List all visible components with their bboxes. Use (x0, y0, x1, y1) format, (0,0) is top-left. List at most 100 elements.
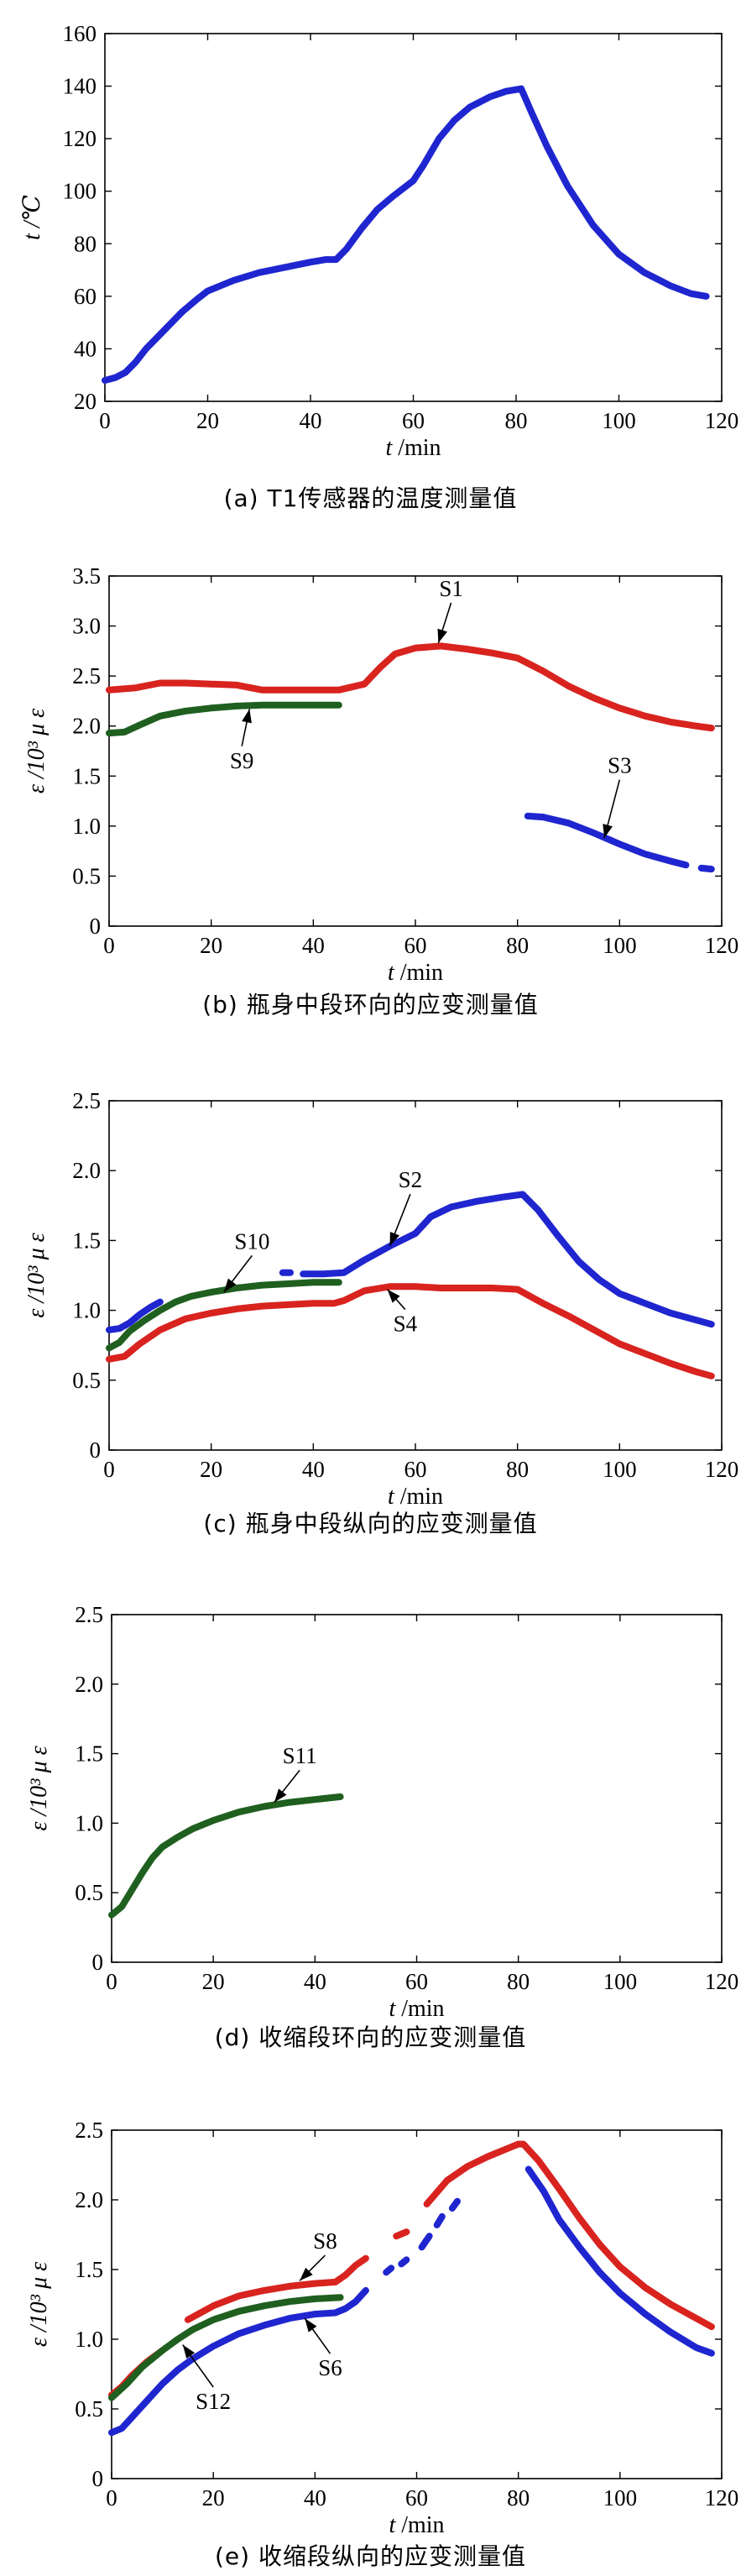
chart-panel-c: 0 20 40 60 80 100 120 0 0.5 1.0 1.5 2.0 2.5 t /min ε /… (0, 1037, 741, 1553)
y-tick-label: 1.5 (75, 1741, 103, 1767)
x-axis-unit: /min (401, 1996, 444, 2022)
y-tick-label: 2.5 (72, 663, 101, 689)
x-tick-label: 120 (705, 933, 739, 958)
x-tick-label: 60 (404, 933, 427, 958)
x-tick-label: 100 (603, 1969, 638, 1994)
x-tick-label: 40 (300, 408, 322, 433)
x-tick-label: 40 (304, 1969, 326, 1994)
y-tick-label: 120 (63, 126, 97, 151)
x-tick-label: 60 (404, 1457, 427, 1482)
annotation-arrowhead (603, 824, 613, 839)
y-tick-label: 3.0 (72, 614, 101, 639)
y-tick-label: 100 (63, 179, 97, 204)
chart-panel-d: 0 20 40 60 80 100 120 0 0.5 1.0 1.5 2.0 2.5 t /min ε /… (0, 1553, 741, 2070)
x-tick-label: 0 (99, 408, 111, 433)
y-tick-label: 1.5 (72, 763, 101, 788)
y-tick-label: 0 (92, 1950, 104, 1975)
series-red-segment (423, 2140, 715, 2331)
annotation-label: S11 (283, 1743, 317, 1768)
y-tick-label: 1.5 (72, 1228, 101, 1253)
series-s6 (108, 2286, 369, 2437)
x-tick-label: 120 (705, 1969, 739, 1994)
x-tick-label: 20 (200, 1457, 222, 1482)
annotation-arrowhead (305, 2318, 317, 2333)
x-axis-variable: t (385, 435, 398, 461)
y-tick-label: 2.0 (72, 714, 101, 739)
annotation-arrowhead (223, 1278, 237, 1292)
annotation-label: S1 (439, 576, 463, 601)
x-axis-label: t /min (388, 1484, 443, 1510)
y-tick-label: 1.0 (75, 1810, 103, 1835)
x-tick-label: 40 (302, 1457, 325, 1482)
y-tick-label: 2.5 (72, 1088, 101, 1113)
y-axis-label: ε /10³ μ ε (26, 2262, 52, 2347)
x-axis-label: t /min (389, 2512, 444, 2538)
annotation-arrowhead (242, 709, 252, 724)
series-s11 (108, 1793, 344, 1919)
y-axis-label: t /℃ (19, 195, 45, 240)
x-tick-label: 40 (304, 2485, 326, 2511)
annotation-arrowhead (182, 2344, 196, 2359)
x-tick-label: 0 (106, 2485, 117, 2511)
series-s12 (108, 2294, 344, 2401)
y-tick-label: 2.5 (75, 2118, 103, 2143)
chart-panel-a: 0 20 40 60 80 100 120 20 40 60 80 100 120 140 160 t /mi… (0, 0, 741, 521)
y-tick-label: 3.5 (72, 563, 101, 589)
chart-caption: (e) 收缩段纵向的应变测量值 (215, 2542, 526, 2570)
x-tick-label: 80 (507, 1969, 530, 1994)
x-axis-label: t /min (385, 435, 441, 461)
x-tick-label: 0 (103, 1457, 115, 1482)
annotation-label: S2 (399, 1167, 423, 1192)
annotation-label: S8 (313, 2228, 337, 2254)
x-tick-label: 120 (705, 2485, 739, 2511)
chart-panel-e: 0 20 40 60 80 100 120 0 0.5 1.0 1.5 2.0 2.5 t /min ε /… (0, 2070, 741, 2576)
series-blue-segment (383, 2264, 395, 2276)
series-blue-segment (102, 85, 710, 384)
x-tick-label: 120 (705, 1457, 739, 1482)
y-tick-label: 2.0 (72, 1158, 101, 1183)
y-tick-label: 0.5 (72, 1368, 101, 1393)
series-blue-segment (524, 2165, 715, 2357)
y-tick-label: 60 (74, 284, 97, 309)
y-tick-label: 2.0 (75, 2187, 103, 2212)
y-axis-label: ε /10³ μ ε (26, 1746, 52, 1830)
series-s4 (106, 1283, 715, 1380)
series-blue-segment (697, 864, 715, 873)
y-tick-label: 0.5 (75, 1880, 103, 1905)
chart-e: 0 20 40 60 80 100 120 0 0.5 1.0 1.5 2.0 2.5 t /min ε /… (26, 2118, 739, 2538)
y-tick-label: 20 (74, 389, 97, 414)
chart-d: 0 20 40 60 80 100 120 0 0.5 1.0 1.5 2.0 2.5 t /min ε /… (26, 1602, 739, 2022)
x-tick-label: 80 (506, 1457, 529, 1482)
y-tick-label: 2.0 (75, 1672, 103, 1697)
series-s3 (524, 812, 690, 869)
x-tick-label: 100 (603, 933, 637, 958)
series-blue-segment (300, 1191, 715, 1328)
y-tick-label: 1.0 (72, 814, 101, 839)
series-blue-segment (418, 2233, 433, 2251)
series-red-segment (393, 2228, 410, 2240)
series-red-segment (184, 2254, 369, 2323)
annotation-arrowhead (274, 1788, 287, 1803)
series-s9 (106, 701, 342, 737)
series-s10 (106, 1279, 342, 1352)
y-axis-label: ε /10³ μ ε (23, 1233, 50, 1317)
y-tick-label: 1.0 (75, 2327, 103, 2352)
x-axis-variable: t (389, 1996, 401, 2022)
x-tick-label: 80 (505, 408, 528, 433)
x-axis-label: t /min (389, 1996, 444, 2022)
annotation-label: S10 (234, 1228, 269, 1254)
y-tick-label: 0 (92, 2466, 104, 2491)
x-axis-unit: /min (400, 1484, 443, 1510)
annotation-arrowhead (437, 628, 447, 643)
y-tick-label: 2.5 (75, 1602, 103, 1627)
series-blue-segment (398, 2256, 410, 2268)
chart-panel-b: 0 20 40 60 80 100 120 0 0.5 1.0 1.5 2.0 2.5 3.0 3.5 t /… (0, 521, 741, 1037)
annotation-arrowhead (300, 2267, 313, 2281)
y-tick-label: 1.0 (72, 1298, 101, 1323)
annotation-arrowhead (387, 1289, 400, 1303)
x-tick-label: 40 (302, 933, 325, 958)
series-s2 (106, 1298, 164, 1333)
x-tick-label: 100 (602, 408, 636, 433)
x-tick-label: 0 (106, 1969, 117, 1994)
